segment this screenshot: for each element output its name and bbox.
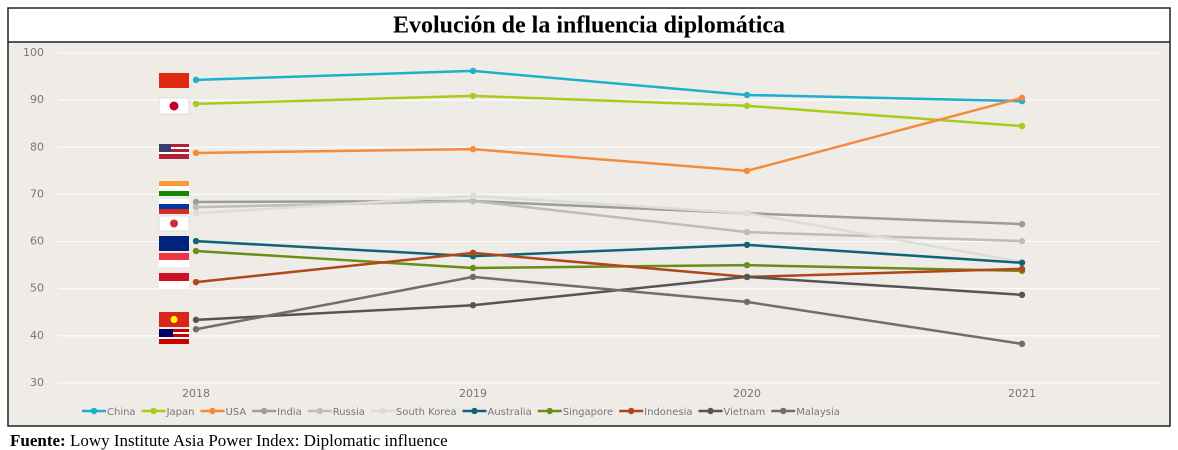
legend-label: USA bbox=[225, 407, 246, 418]
legend-label: Vietnam bbox=[724, 407, 766, 418]
data-point bbox=[469, 67, 477, 75]
data-point bbox=[1018, 237, 1026, 245]
data-point bbox=[1018, 259, 1026, 266]
data-point bbox=[743, 298, 751, 306]
source-label: Fuente: bbox=[10, 431, 66, 450]
data-point bbox=[192, 278, 200, 286]
legend-label: Malaysia bbox=[796, 407, 840, 418]
data-point bbox=[1018, 340, 1026, 348]
legend-dot bbox=[150, 407, 157, 415]
frame bbox=[7, 7, 1171, 427]
legend-dot bbox=[780, 407, 787, 415]
data-point bbox=[469, 264, 477, 272]
data-point bbox=[192, 76, 200, 84]
x-tick-label: 2019 bbox=[459, 387, 487, 400]
y-tick-label: 90 bbox=[30, 93, 44, 106]
legend-label: Australia bbox=[487, 407, 531, 418]
data-point bbox=[192, 316, 200, 324]
data-point bbox=[1018, 220, 1026, 228]
legend-dot bbox=[209, 407, 216, 415]
series-line bbox=[195, 199, 1023, 226]
data-point bbox=[192, 247, 200, 255]
data-point bbox=[743, 241, 751, 249]
data-point bbox=[743, 228, 751, 236]
x-tick-label: 2021 bbox=[1008, 387, 1036, 400]
series-line bbox=[195, 275, 1023, 346]
plot-background bbox=[8, 42, 1170, 426]
legend-dot bbox=[546, 407, 553, 415]
series-line bbox=[195, 275, 1023, 322]
series-line bbox=[195, 251, 1023, 284]
y-tick-label: 60 bbox=[30, 235, 44, 248]
x-tick-label: 2018 bbox=[182, 387, 210, 400]
legend-dot bbox=[471, 407, 478, 415]
y-tick-label: 100 bbox=[23, 46, 44, 59]
data-point bbox=[743, 261, 751, 269]
legend-dot bbox=[90, 407, 98, 415]
series-line bbox=[195, 239, 1023, 265]
data-point bbox=[743, 210, 751, 217]
y-tick-label: 40 bbox=[30, 329, 44, 342]
data-point bbox=[743, 102, 751, 110]
source: Fuente: Lowy Institute Asia Power Index:… bbox=[10, 431, 448, 450]
data-point bbox=[192, 100, 200, 108]
series-line bbox=[195, 96, 1023, 173]
legend-label: Singapore bbox=[563, 407, 613, 418]
data-point bbox=[743, 273, 751, 281]
data-point bbox=[192, 203, 200, 211]
chart-title: Evolución de la influencia diplomática bbox=[393, 13, 785, 39]
data-point bbox=[469, 197, 477, 205]
series-line bbox=[195, 94, 1023, 128]
legend-dot bbox=[627, 407, 635, 415]
x-tick-label: 2020 bbox=[733, 387, 761, 400]
y-tick-label: 70 bbox=[30, 187, 44, 200]
series-line bbox=[195, 69, 1023, 103]
data-point bbox=[192, 210, 200, 217]
legend-label: China bbox=[107, 407, 136, 418]
data-point bbox=[743, 91, 751, 99]
data-point bbox=[469, 302, 477, 309]
legend-dot bbox=[316, 407, 323, 415]
data-point bbox=[469, 145, 477, 153]
legend-label: Japan bbox=[166, 407, 195, 418]
data-point bbox=[192, 237, 200, 245]
legend-dot bbox=[707, 407, 714, 415]
source-text: Lowy Institute Asia Power Index: Diploma… bbox=[70, 431, 448, 450]
legend-label: Indonesia bbox=[644, 407, 692, 418]
data-point bbox=[743, 167, 751, 175]
y-tick-label: 50 bbox=[30, 282, 44, 295]
legend-label: South Korea bbox=[396, 407, 457, 418]
y-tick-label: 80 bbox=[30, 140, 44, 153]
flags bbox=[158, 73, 190, 344]
legend-label: Russia bbox=[333, 407, 365, 418]
data-point bbox=[469, 249, 477, 257]
legend-dot bbox=[260, 407, 268, 415]
data-point bbox=[1018, 265, 1026, 273]
legend-label: India bbox=[277, 407, 302, 418]
data-point bbox=[469, 192, 477, 200]
y-tick-label: 30 bbox=[30, 376, 44, 389]
data-point bbox=[469, 92, 477, 100]
series-line bbox=[195, 249, 1023, 273]
data-point bbox=[1018, 122, 1026, 130]
data-point bbox=[192, 198, 200, 206]
series-line bbox=[195, 194, 1023, 264]
legend-dot bbox=[379, 407, 387, 415]
data-point bbox=[1018, 94, 1026, 101]
data-point bbox=[192, 149, 200, 157]
data-point bbox=[1018, 291, 1026, 299]
data-point bbox=[469, 273, 477, 281]
data-point bbox=[192, 326, 200, 333]
